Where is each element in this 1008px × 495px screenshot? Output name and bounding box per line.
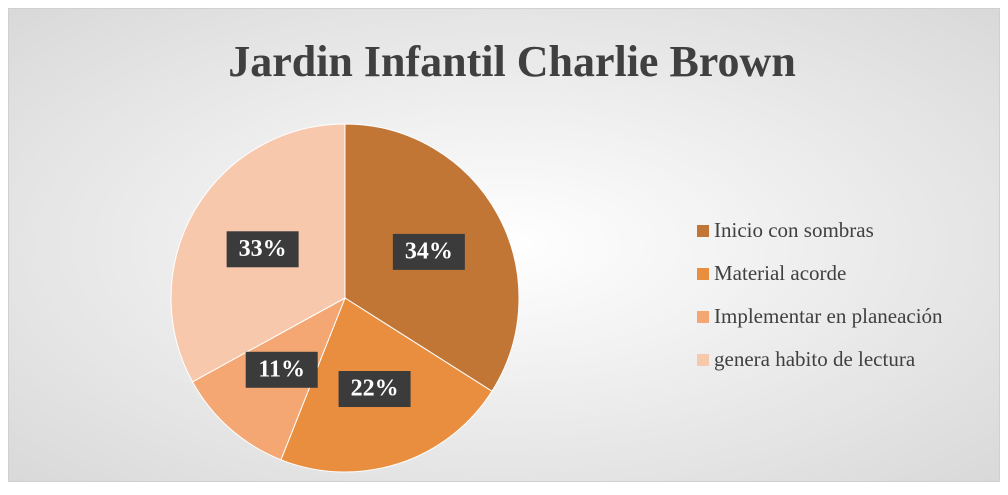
legend-label: Implementar en planeación: [714, 304, 943, 328]
chart-title: Jardin Infantil Charlie Brown: [228, 37, 796, 86]
legend-label: Material acorde: [714, 261, 846, 285]
data-label-box: [245, 351, 318, 388]
data-label: 34%: [405, 238, 453, 264]
data-label: 33%: [239, 236, 287, 262]
legend-swatch: [697, 225, 709, 237]
data-label: 11%: [258, 356, 305, 382]
data-label-box: [338, 371, 411, 408]
data-label-box: [392, 233, 465, 270]
legend-swatch: [697, 354, 709, 366]
data-label-box: [226, 231, 299, 268]
legend-swatch: [697, 268, 709, 280]
legend-swatch: [697, 311, 709, 323]
legend-label: Inicio con sombras: [714, 218, 874, 242]
legend-label: genera habito de lectura: [714, 347, 916, 371]
data-label: 22%: [351, 376, 399, 402]
